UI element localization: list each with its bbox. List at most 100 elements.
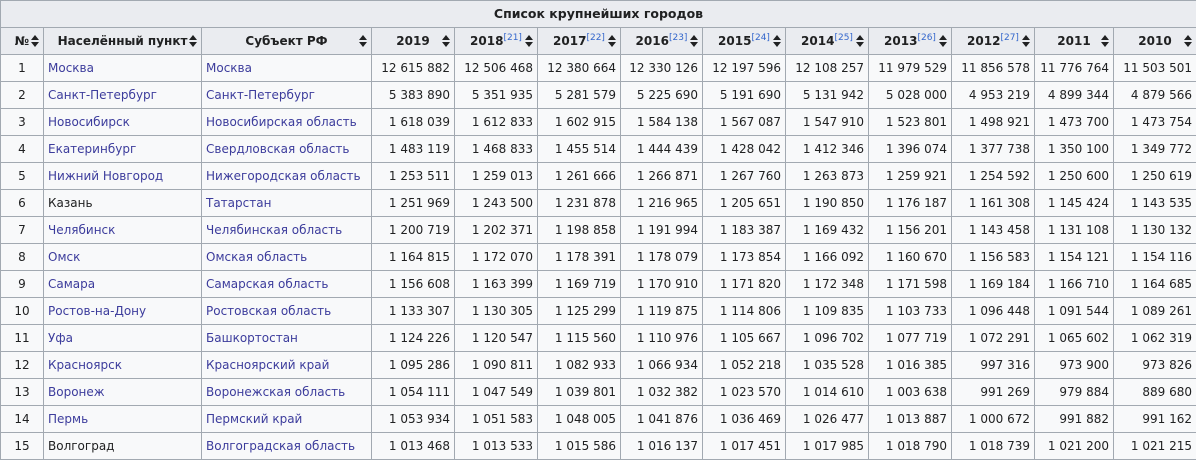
sort-icon[interactable]	[1101, 35, 1109, 47]
reference-link[interactable]: [22]	[586, 33, 605, 43]
population-cell: 1 054 111	[371, 378, 455, 406]
city-link[interactable]: Ростов-на-Дону	[48, 304, 147, 318]
population-cell: 1 013 468	[371, 432, 455, 460]
sort-icon[interactable]	[442, 35, 450, 47]
population-cell: 1 166 092	[785, 243, 869, 271]
region-link[interactable]: Челябинская область	[206, 223, 343, 237]
city-link[interactable]: Пермь	[48, 412, 89, 426]
population-cell: 1 498 921	[951, 108, 1035, 136]
sort-icon[interactable]	[525, 35, 533, 47]
row-number: 11	[0, 324, 44, 352]
region-link[interactable]: Татарстан	[206, 196, 272, 210]
region-link[interactable]: Новосибирская область	[206, 115, 357, 129]
city-link[interactable]: Казань	[48, 196, 93, 210]
column-header-4[interactable]: 2018[21]	[454, 27, 538, 55]
reference-link[interactable]: [26]	[917, 33, 936, 43]
city-link[interactable]: Новосибирск	[48, 115, 130, 129]
column-header-label: 2012	[967, 34, 1001, 48]
region-link[interactable]: Нижегородская область	[206, 169, 361, 183]
reference-link[interactable]: [21]	[503, 33, 522, 43]
region-link[interactable]: Москва	[206, 61, 252, 75]
region-link[interactable]: Красноярский край	[206, 358, 330, 372]
sort-icon[interactable]	[1022, 35, 1030, 47]
population-cell: 1 065 602	[1034, 324, 1114, 352]
table-row: 10 Ростов-на-Дону Ростовская область 1 133 …	[0, 297, 1196, 325]
region-link[interactable]: Башкортостан	[206, 331, 298, 345]
city-link[interactable]: Омск	[48, 250, 81, 264]
region-link[interactable]: Пермский край	[206, 412, 303, 426]
column-header-12[interactable]: 2010	[1113, 27, 1196, 55]
column-header-2[interactable]: Субъект РФ	[201, 27, 372, 55]
sort-icon[interactable]	[939, 35, 947, 47]
city-cell: Челябинск	[43, 216, 202, 244]
region-link[interactable]: Волгоградская область	[206, 439, 356, 453]
city-link[interactable]: Екатеринбург	[48, 142, 137, 156]
population-cell: 1 169 719	[537, 270, 621, 298]
reference-link[interactable]: [27]	[1000, 33, 1019, 43]
population-cell: 1 483 119	[371, 135, 455, 163]
column-header-8[interactable]: 2014[25]	[785, 27, 869, 55]
column-header-0[interactable]: №	[0, 27, 44, 55]
table-row: 8 Омск Омская область 1 164 815 1 172 070 1 1…	[0, 243, 1196, 271]
population-cell: 11 776 764	[1034, 54, 1114, 82]
population-cell: 1 396 074	[868, 135, 952, 163]
region-link[interactable]: Самарская область	[206, 277, 329, 291]
population-cell: 1 035 528	[785, 351, 869, 379]
region-link[interactable]: Свердловская область	[206, 142, 350, 156]
city-link[interactable]: Москва	[48, 61, 94, 75]
column-header-7[interactable]: 2015[24]	[702, 27, 786, 55]
population-cell: 1 169 184	[951, 270, 1035, 298]
population-cell: 1 428 042	[702, 135, 786, 163]
sort-icon[interactable]	[189, 35, 197, 47]
sort-icon[interactable]	[856, 35, 864, 47]
population-cell: 991 162	[1113, 405, 1196, 433]
sort-icon[interactable]	[1184, 35, 1192, 47]
column-header-1[interactable]: Населённый пункт	[43, 27, 202, 55]
column-header-11[interactable]: 2011	[1034, 27, 1114, 55]
population-cell: 1 205 651	[702, 189, 786, 217]
region-cell: Пермский край	[201, 405, 372, 433]
city-link[interactable]: Уфа	[48, 331, 73, 345]
column-header-3[interactable]: 2019	[371, 27, 455, 55]
column-header-5[interactable]: 2017[22]	[537, 27, 621, 55]
population-cell: 1 143 535	[1113, 189, 1196, 217]
reference-link[interactable]: [23]	[668, 33, 688, 43]
population-cell: 1 130 132	[1113, 216, 1196, 244]
city-link[interactable]: Красноярск	[48, 358, 122, 372]
city-cell: Москва	[43, 54, 202, 82]
population-cell: 1 523 801	[868, 108, 952, 136]
city-link[interactable]: Челябинск	[48, 223, 116, 237]
sort-icon[interactable]	[690, 35, 698, 47]
population-cell: 1 018 790	[868, 432, 952, 460]
region-link[interactable]: Омская область	[206, 250, 308, 264]
region-link[interactable]: Ростовская область	[206, 304, 332, 318]
sort-icon[interactable]	[773, 35, 781, 47]
population-cell: 12 197 596	[702, 54, 786, 82]
sort-icon[interactable]	[608, 35, 616, 47]
city-cell: Санкт-Петербург	[43, 81, 202, 109]
sort-icon[interactable]	[31, 35, 39, 47]
population-cell: 1 090 811	[454, 351, 538, 379]
region-link[interactable]: Санкт-Петербург	[206, 88, 315, 102]
column-header-10[interactable]: 2012[27]	[951, 27, 1035, 55]
sort-icon[interactable]	[359, 35, 367, 47]
city-link[interactable]: Воронеж	[48, 385, 105, 399]
region-cell: Татарстан	[201, 189, 372, 217]
population-cell: 12 380 664	[537, 54, 621, 82]
population-cell: 1 216 965	[620, 189, 703, 217]
reference-link[interactable]: [24]	[751, 33, 770, 43]
city-link[interactable]: Волгоград	[48, 439, 115, 453]
region-cell: Свердловская область	[201, 135, 372, 163]
population-cell: 1 077 719	[868, 324, 952, 352]
population-cell: 1 250 619	[1113, 162, 1196, 190]
reference-link[interactable]: [25]	[834, 33, 853, 43]
city-link[interactable]: Нижний Новгород	[48, 169, 164, 183]
city-link[interactable]: Самара	[48, 277, 96, 291]
population-cell: 12 506 468	[454, 54, 538, 82]
column-header-9[interactable]: 2013[26]	[868, 27, 952, 55]
population-cell: 1 091 544	[1034, 297, 1114, 325]
column-header-6[interactable]: 2016[23]	[620, 27, 703, 55]
city-link[interactable]: Санкт-Петербург	[48, 88, 157, 102]
population-cell: 1 018 739	[951, 432, 1035, 460]
region-link[interactable]: Воронежская область	[206, 385, 346, 399]
